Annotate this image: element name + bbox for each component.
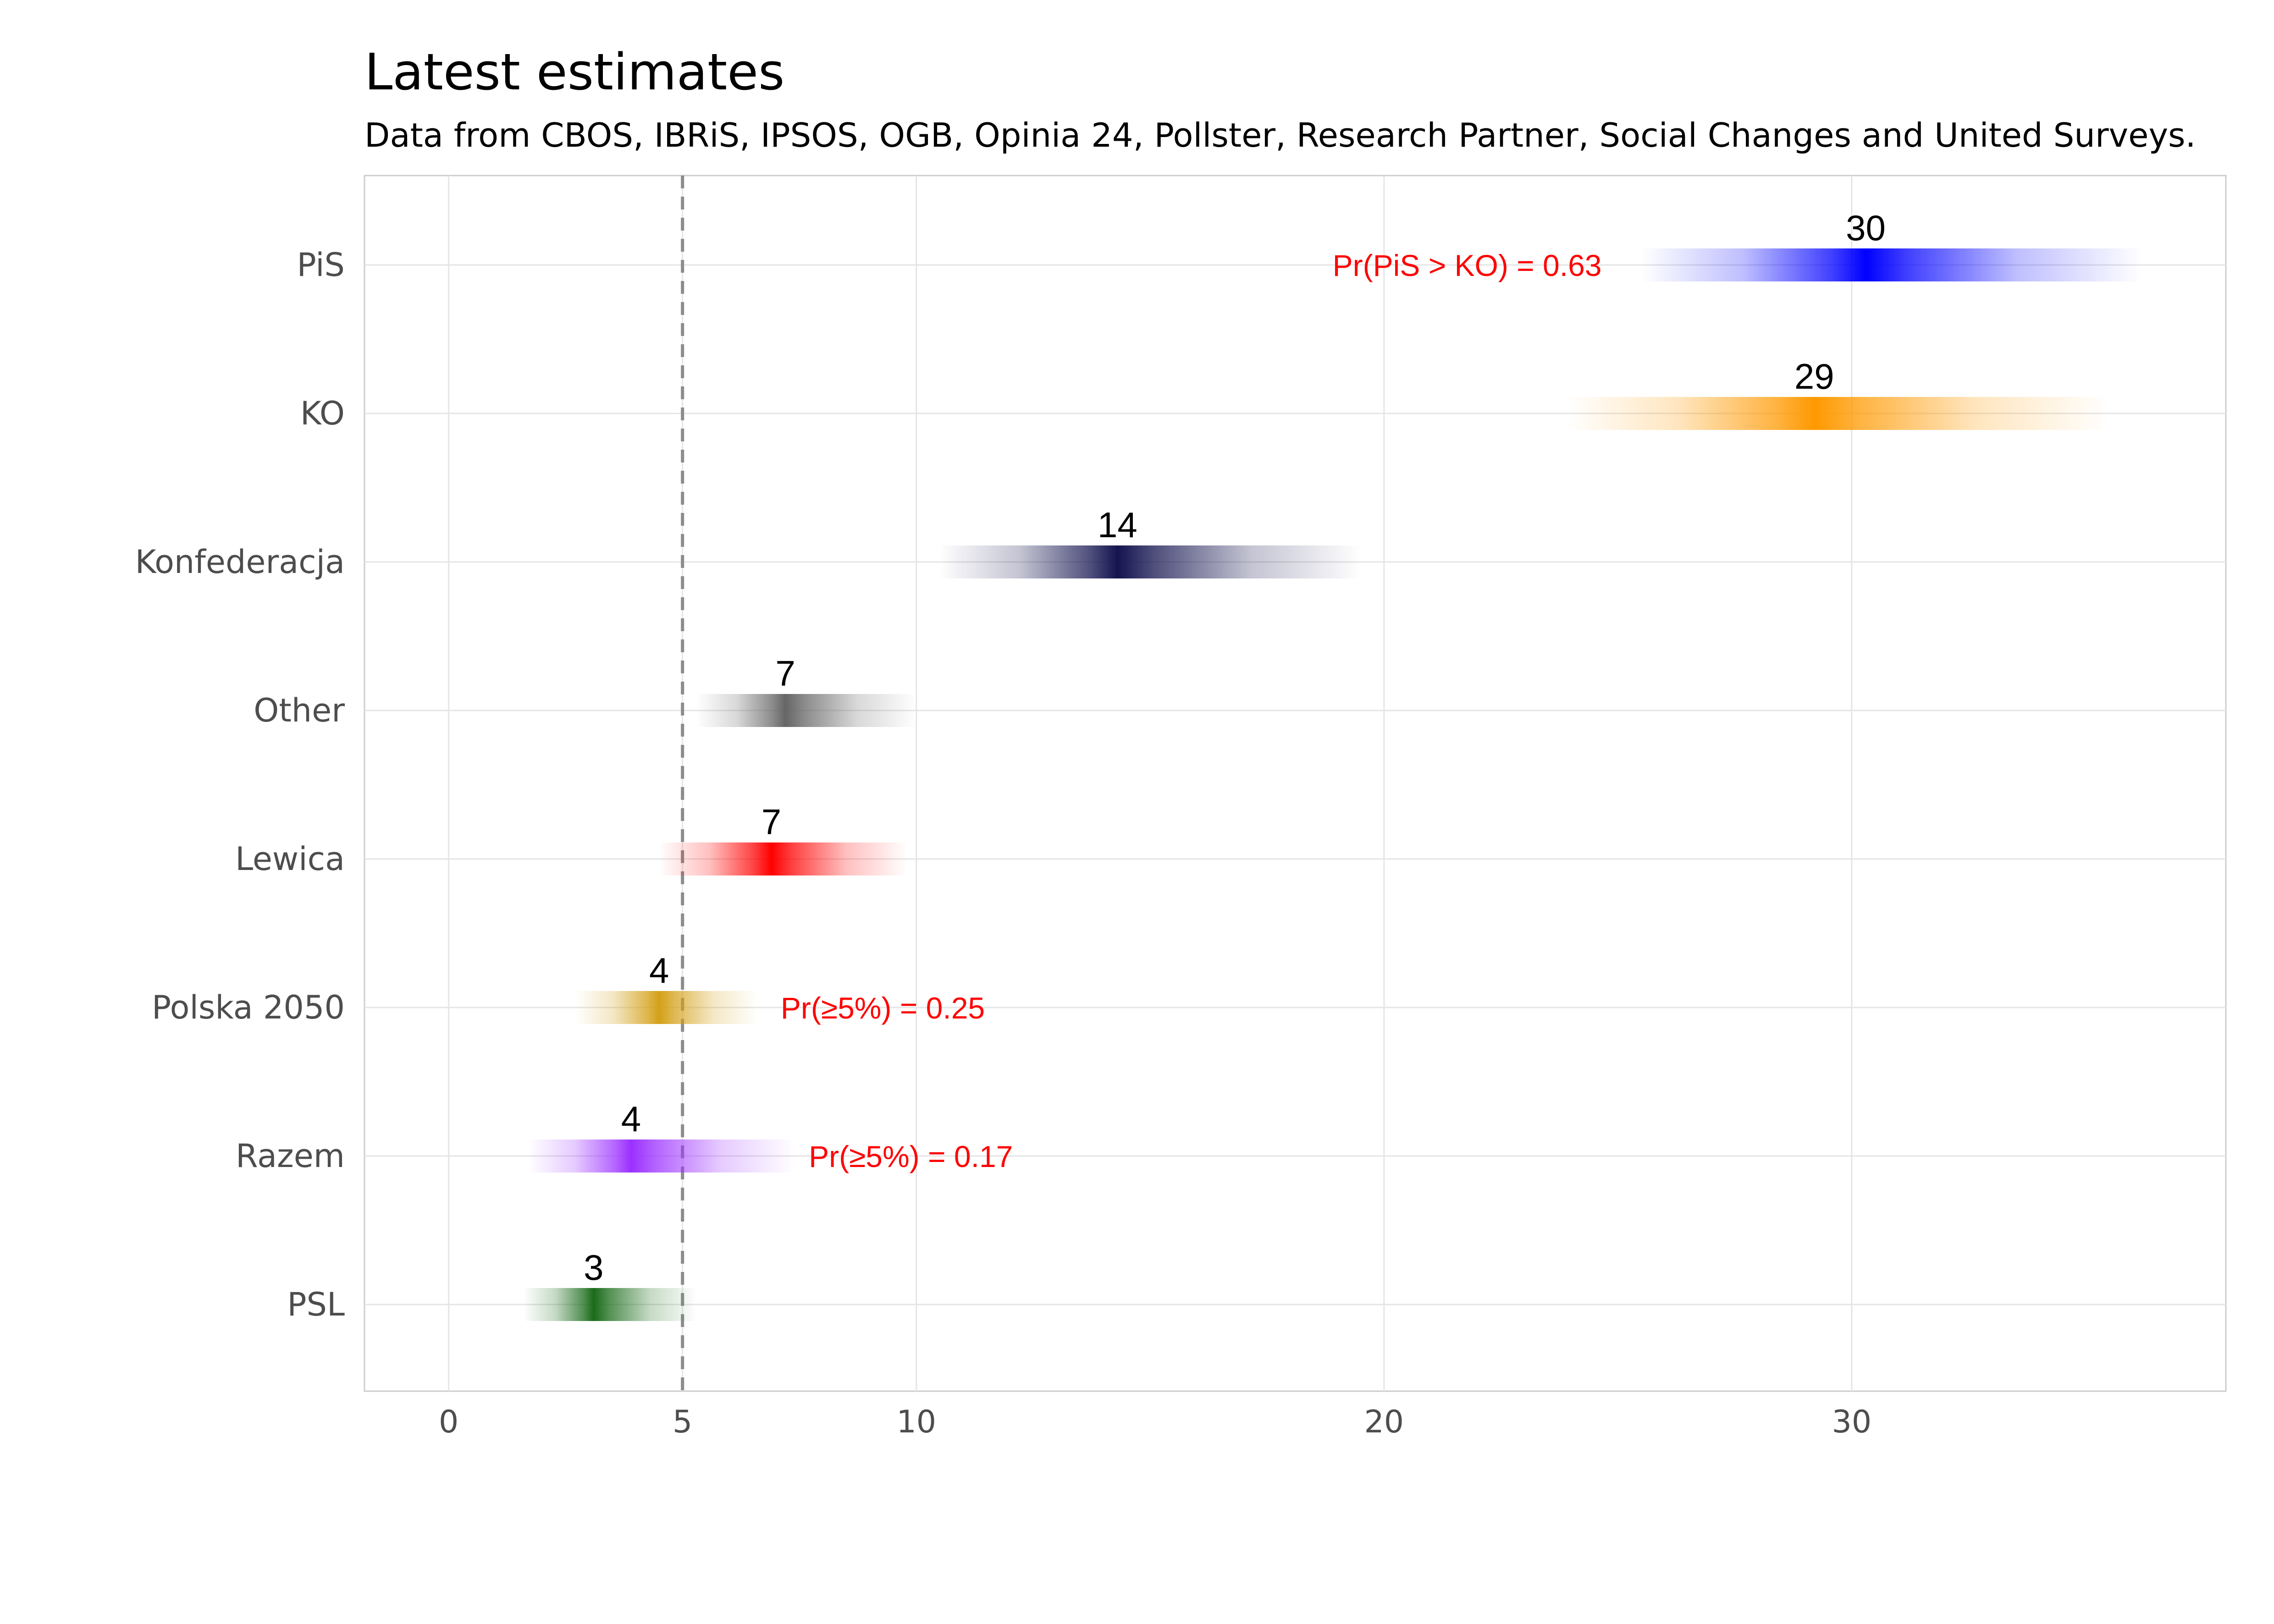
estimate-bar-psl (523, 1288, 697, 1321)
value-label-psl: 3 (584, 1247, 603, 1288)
plot-border (364, 175, 2227, 1392)
x-tick-label: 30 (1832, 1404, 1872, 1440)
estimate-bar-konfederacja (939, 545, 1361, 578)
y-tick-label: Lewica (235, 840, 345, 878)
plot-panel (364, 175, 2227, 1392)
y-tick-label: PiS (297, 246, 345, 284)
estimate-bar-polska-2050 (575, 991, 757, 1024)
label-layer: 30 29 14 7 7 4 4 3 Pr(PiS > KO) = 0.63 Pr(≥5%) = … (584, 208, 1886, 1288)
x-tick-label: 10 (896, 1404, 936, 1440)
value-label-konfederacja: 14 (1098, 505, 1137, 545)
y-tick-label: Konfederacja (135, 543, 345, 581)
value-label-razem: 4 (621, 1099, 641, 1139)
chart-title: Latest estimates (364, 43, 784, 101)
value-label-pis: 30 (1846, 208, 1886, 248)
chart-subtitle: Data from CBOS, IBRiS, IPSOS, OGB, Opini… (364, 116, 2196, 154)
x-tick-label: 0 (439, 1404, 458, 1440)
estimate-bar-other (696, 694, 916, 727)
estimate-bar-pis (1641, 248, 2142, 281)
probability-annotation: Pr(≥5%) = 0.17 (809, 1140, 1013, 1173)
estimate-bar-lewica (659, 842, 907, 875)
value-label-polska-2050: 4 (649, 950, 669, 991)
y-tick-label: Polska 2050 (152, 989, 345, 1026)
y-tick-label: Razem (236, 1137, 345, 1175)
grid-layer (364, 176, 2226, 1391)
value-label-lewica: 7 (762, 802, 781, 842)
y-tick-label: Other (254, 692, 345, 729)
value-label-other: 7 (775, 653, 795, 694)
axis-layer: PiS KO Konfederacja Other Lewica Polska 2050 R… (135, 246, 1872, 1440)
bar-layer (523, 248, 2142, 1321)
y-tick-label: KO (300, 395, 345, 432)
estimate-bar-razem (528, 1140, 795, 1173)
x-tick-label: 5 (673, 1404, 692, 1440)
estimate-bar-ko (1566, 397, 2109, 430)
y-tick-label: PSL (287, 1286, 345, 1323)
probability-annotation: Pr(≥5%) = 0.25 (781, 991, 985, 1025)
x-tick-label: 20 (1364, 1404, 1404, 1440)
probability-annotation: Pr(PiS > KO) = 0.63 (1333, 248, 1602, 282)
value-label-ko: 29 (1794, 356, 1834, 396)
